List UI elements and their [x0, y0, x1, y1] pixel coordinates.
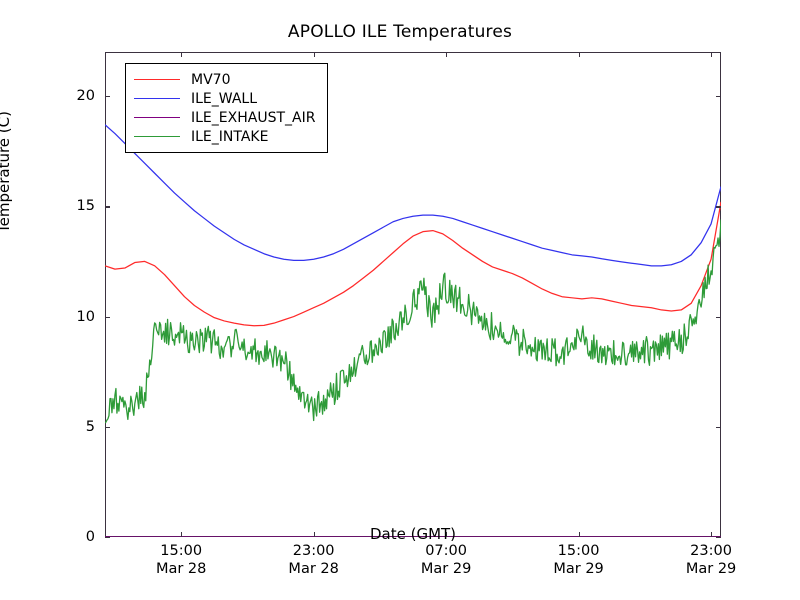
y-tick-label: 0 [85, 529, 95, 545]
plot-lines [105, 124, 721, 537]
y-axis-label: Temperature (C) [0, 111, 13, 233]
series-line-ile_wall [105, 124, 721, 267]
x-axis-label: Date (GMT) [369, 525, 457, 543]
y-tick-mark [105, 426, 110, 428]
y-tick-mark [716, 426, 721, 428]
y-tick-mark [716, 206, 721, 208]
chart-legend: MV70 ILE_WALL ILE_EXHAUST_AIR ILE_INTAKE [125, 63, 329, 153]
chart-title: APOLLO ILE Temperatures [287, 22, 513, 42]
x-tick-label-date: Mar 29 [553, 561, 604, 577]
x-tick-label-time: 23:00 [690, 543, 732, 559]
y-tick-mark [105, 537, 110, 539]
legend-entry[interactable]: MV70 [134, 70, 315, 89]
x-tick-mark [313, 52, 315, 57]
legend-entry[interactable]: ILE_EXHAUST_AIR [134, 108, 315, 127]
x-tick-mark [578, 52, 580, 57]
legend-label: ILE_WALL [191, 90, 258, 107]
x-tick-mark [711, 52, 713, 57]
legend-label: MV70 [191, 71, 231, 88]
legend-label: ILE_INTAKE [191, 128, 269, 145]
y-tick-mark [105, 316, 110, 318]
legend-entry[interactable]: ILE_INTAKE [134, 127, 315, 146]
x-tick-label-time: 15:00 [160, 543, 203, 559]
x-tick-mark [578, 532, 580, 537]
x-tick-mark [313, 532, 315, 537]
series-line-ile_intake [105, 219, 721, 424]
x-tick-mark [446, 532, 448, 537]
x-tick-label-time: 23:00 [292, 543, 335, 559]
x-tick-label-time: 15:00 [557, 543, 600, 559]
y-tick-label: 5 [85, 418, 95, 435]
legend-swatch-icon [134, 136, 180, 137]
legend-swatch-icon [134, 79, 180, 80]
legend-label: ILE_EXHAUST_AIR [191, 109, 316, 126]
x-tick-mark [711, 532, 713, 537]
x-tick-label-date: Mar 29 [420, 561, 472, 577]
x-tick-label-date: Mar 29 [685, 561, 737, 577]
x-tick-label-date: Mar 28 [288, 561, 339, 577]
x-tick-mark [181, 532, 183, 537]
y-tick-mark [716, 316, 721, 318]
x-tick-mark [446, 52, 448, 57]
x-tick-mark [181, 52, 183, 57]
x-tick-label-date: Mar 28 [155, 561, 207, 577]
y-tick-label: 15 [76, 198, 95, 215]
legend-swatch-icon [134, 98, 180, 99]
legend-swatch-icon [134, 117, 180, 118]
plot-area: MV70 ILE_WALL ILE_EXHAUST_AIR ILE_INTAKE [105, 52, 721, 539]
y-tick-label: 20 [76, 88, 95, 105]
x-tick-label-time: 07:00 [425, 543, 468, 559]
legend-entry[interactable]: ILE_WALL [134, 89, 315, 108]
series-line-mv70 [105, 201, 721, 327]
y-tick-mark [716, 96, 721, 98]
y-tick-mark [716, 537, 721, 539]
y-tick-mark [105, 96, 110, 98]
y-tick-label: 10 [76, 308, 95, 325]
y-tick-mark [105, 206, 110, 208]
